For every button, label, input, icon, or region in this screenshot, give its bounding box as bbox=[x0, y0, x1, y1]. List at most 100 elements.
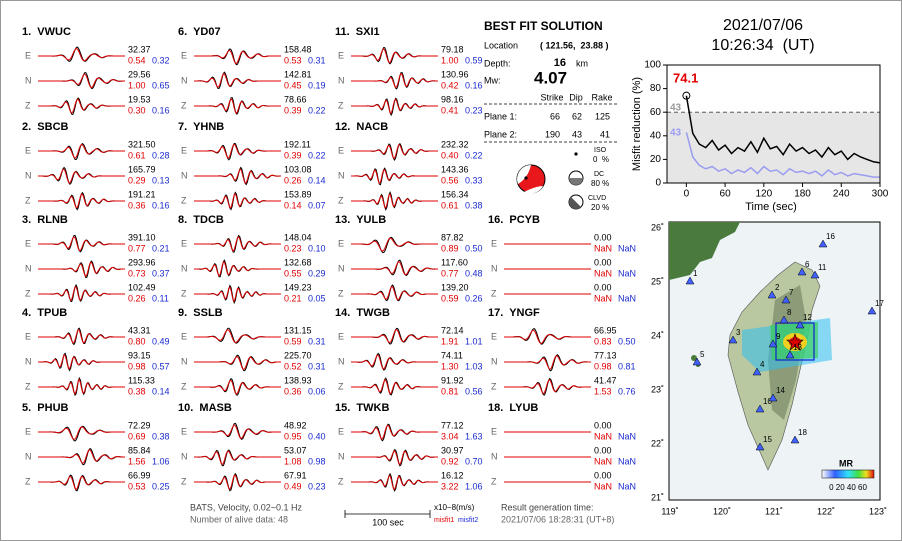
component-label: E bbox=[338, 238, 344, 248]
misfit2: NaN bbox=[618, 431, 636, 441]
misfit2: 0.22 bbox=[308, 105, 326, 115]
component-label: N bbox=[25, 356, 32, 366]
station-name: 6. YD07 bbox=[178, 26, 221, 38]
component-label: Z bbox=[491, 476, 497, 486]
component-label: E bbox=[25, 145, 31, 155]
station-marker bbox=[728, 335, 738, 344]
amplitude: 19.53 bbox=[128, 94, 151, 104]
component-label: N bbox=[181, 451, 188, 461]
misfit1: 0.14 bbox=[284, 200, 302, 210]
amplitude: 77.12 bbox=[441, 420, 464, 430]
filter-note: BATS, Velocity, 0.02~0.1 Hz bbox=[190, 502, 302, 512]
misfit2: 0.57 bbox=[152, 361, 170, 371]
station-number: 16 bbox=[826, 232, 835, 241]
misfit1: 0.39 bbox=[284, 150, 302, 160]
waveform-synthetic bbox=[351, 329, 438, 344]
amplitude: 66.99 bbox=[128, 470, 151, 480]
best-fit-title: BEST FIT SOLUTION bbox=[484, 19, 603, 33]
result-time: 2021/07/06 18:28:31 (UT+8) bbox=[501, 514, 614, 524]
waveform-synthetic bbox=[38, 426, 125, 440]
amplitude: 16.12 bbox=[441, 470, 464, 480]
clvd-label: CLVD bbox=[588, 195, 606, 202]
waveform-synthetic bbox=[504, 379, 591, 395]
misfit1: 0.53 bbox=[284, 55, 302, 65]
component-label: Z bbox=[25, 195, 31, 205]
misfit2: NaN bbox=[618, 481, 636, 491]
station-name: 7. YHNB bbox=[178, 121, 224, 133]
misfit2: 0.32 bbox=[152, 55, 170, 65]
lat-label: 26˚ bbox=[651, 222, 664, 232]
misfit2: 1.03 bbox=[465, 361, 483, 371]
amplitude: 191.21 bbox=[128, 189, 156, 199]
component-label: Z bbox=[181, 195, 187, 205]
component-label: N bbox=[491, 451, 498, 461]
waveform-synthetic bbox=[194, 50, 281, 64]
waveform-synthetic bbox=[38, 98, 125, 114]
waveform-synthetic bbox=[194, 450, 281, 466]
waveform-synthetic bbox=[38, 73, 125, 89]
lon-label: 120˚ bbox=[713, 506, 731, 516]
waveform-synthetic bbox=[351, 286, 438, 301]
misfit2: 0.31 bbox=[308, 55, 326, 65]
waveform-synthetic bbox=[194, 424, 281, 439]
amplitude: 165.79 bbox=[128, 164, 156, 174]
misfit1: 0.40 bbox=[441, 150, 459, 160]
misfit2: 0.21 bbox=[152, 243, 170, 253]
dc-label: DC bbox=[594, 171, 604, 178]
component-label: E bbox=[338, 145, 344, 155]
component-label: E bbox=[491, 331, 497, 341]
misfit1: 0.42 bbox=[441, 80, 459, 90]
plane-value: 125 bbox=[595, 111, 610, 121]
lon-label: 121˚ bbox=[765, 506, 783, 516]
amplitude: 67.91 bbox=[284, 470, 307, 480]
station-marker bbox=[818, 239, 828, 248]
misfit2: 0.22 bbox=[308, 150, 326, 160]
misfit1: 0.77 bbox=[128, 243, 146, 253]
misfit2: 0.16 bbox=[152, 200, 170, 210]
misfit1: 0.26 bbox=[128, 293, 146, 303]
station-number: 1 bbox=[693, 269, 698, 278]
col-dip: Dip bbox=[569, 92, 583, 102]
component-label: Z bbox=[25, 476, 31, 486]
waveform-synthetic bbox=[38, 193, 125, 209]
waveform-synthetic bbox=[351, 72, 438, 89]
misfit1: 0.83 bbox=[594, 336, 612, 346]
misfit1: 1.56 bbox=[128, 456, 146, 466]
station-number: 9 bbox=[776, 332, 781, 341]
waveform-synthetic bbox=[351, 354, 438, 370]
amplitude: 74.11 bbox=[441, 350, 463, 360]
waveform-synthetic bbox=[504, 329, 591, 344]
misfit2: 0.98 bbox=[308, 456, 326, 466]
misfit2: 0.23 bbox=[308, 481, 326, 491]
station-number: 12 bbox=[803, 313, 812, 322]
amplitude: 138.93 bbox=[284, 375, 312, 385]
series-line bbox=[685, 95, 881, 164]
misfit2: 0.56 bbox=[465, 386, 483, 396]
component-label: N bbox=[181, 263, 188, 273]
amplitude: 53.07 bbox=[284, 445, 307, 455]
y-tick-label: 40 bbox=[650, 130, 662, 141]
station-name: 2. SBCB bbox=[22, 121, 69, 133]
component-label: N bbox=[338, 356, 345, 366]
misfit2: 0.13 bbox=[152, 175, 170, 185]
misfit2: 0.28 bbox=[152, 150, 170, 160]
waveform-synthetic bbox=[38, 354, 125, 370]
component-label: E bbox=[181, 426, 187, 436]
station-marker bbox=[752, 367, 762, 376]
component-label: N bbox=[491, 356, 498, 366]
plane-value: 190 bbox=[545, 129, 560, 139]
misfit2: 0.16 bbox=[465, 80, 483, 90]
misfit1: 1.08 bbox=[284, 456, 302, 466]
misfit1: 0.98 bbox=[594, 361, 612, 371]
clvd-icon bbox=[568, 194, 584, 210]
misfit2: 1.63 bbox=[465, 431, 483, 441]
misfit2: 0.23 bbox=[465, 105, 483, 115]
waveform-synthetic bbox=[194, 286, 281, 303]
component-label: Z bbox=[25, 381, 31, 391]
colorbar-title: MR bbox=[839, 458, 853, 468]
misfit2: 0.05 bbox=[308, 293, 326, 303]
misfit1: 0.53 bbox=[128, 481, 146, 491]
amplitude: 41.47 bbox=[594, 375, 617, 385]
component-label: N bbox=[25, 263, 32, 273]
peak-label: 74.1 bbox=[673, 70, 698, 85]
